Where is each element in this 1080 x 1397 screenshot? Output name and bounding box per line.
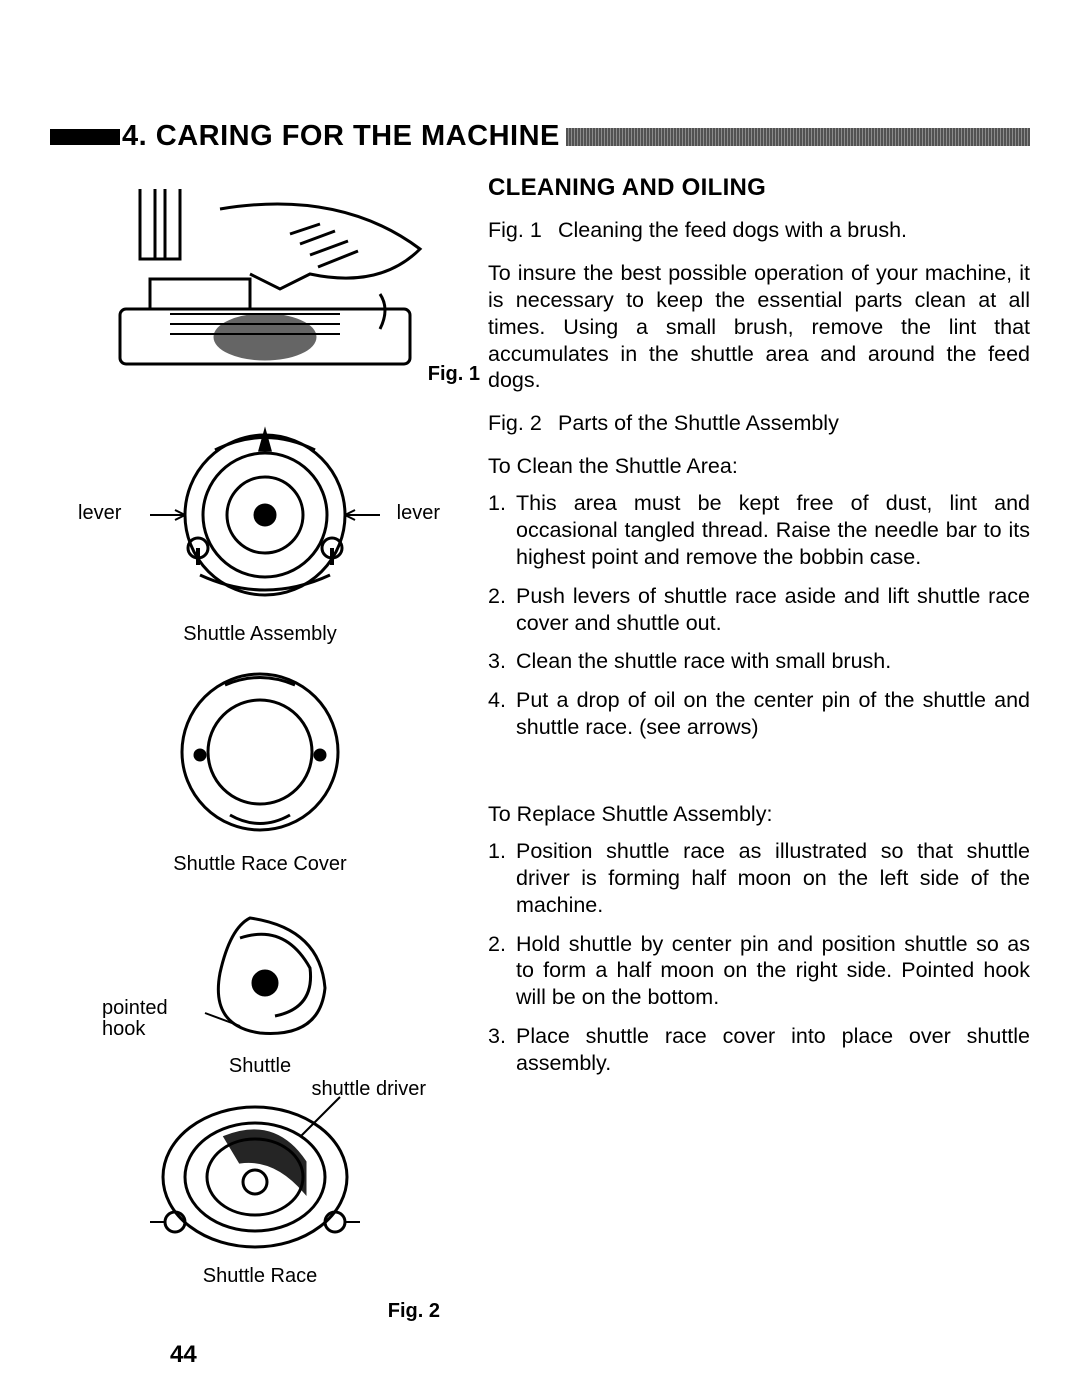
clean-step-4: 4.Put a drop of oil on the center pin of… [488,687,1030,741]
chapter-title-text: CARING FOR THE MACHINE [156,120,560,152]
fig1-caption-label: Fig. 1 [488,217,558,244]
shuttle-assembly-label: Shuttle Assembly [183,623,336,646]
page-number: 44 [170,1341,197,1369]
fig1-caption: Fig. 1 Cleaning the feed dogs with a bru… [488,217,1030,244]
replace-step-3-text: Place shuttle race cover into place over… [516,1023,1030,1077]
fig2-caption: Fig. 2 Parts of the Shuttle Assembly [488,410,1030,437]
chapter-number: 4. [122,120,147,152]
replace-subheading: To Replace Shuttle Assembly: [488,801,1030,828]
text-column: CLEANING AND OILING Fig. 1 Cleaning the … [488,173,1030,1323]
fig1-svg [80,179,440,389]
replace-step-1-text: Position shuttle race as illustrated so … [516,838,1030,919]
pointed-hook-label: pointed hook [102,998,168,1040]
fig1-number: Fig. 1 [428,363,480,386]
clean-subheading: To Clean the Shuttle Area: [488,453,1030,480]
chapter-header: 4. CARING FOR THE MACHINE [50,120,1030,153]
clean-steps-list: 1.This area must be kept free of dust, l… [488,490,1030,741]
shuttle-assembly-illustration: lever lever [80,420,440,615]
replace-step-2: 2.Hold shuttle by center pin and positio… [488,931,1030,1012]
clean-step-2-text: Push levers of shuttle race aside and li… [516,583,1030,637]
shuttle-illustration: pointed hook [110,898,410,1053]
fig2-number: Fig. 2 [388,1300,440,1323]
shuttle-assembly-svg [80,420,440,610]
page-body: Fig. 1 lever [50,173,1030,1323]
section-heading: CLEANING AND OILING [488,173,1030,203]
clean-step-4-text: Put a drop of oil on the center pin of t… [516,687,1030,741]
header-bar-right [566,128,1030,146]
replace-steps-list: 1.Position shuttle race as illustrated s… [488,838,1030,1077]
clean-step-3: 3.Clean the shuttle race with small brus… [488,648,1030,675]
lever-label-right: lever [397,502,440,525]
fig2-caption-text: Parts of the Shuttle Assembly [558,410,839,437]
fig1-caption-text: Cleaning the feed dogs with a brush. [558,217,907,244]
replace-step-1: 1.Position shuttle race as illustrated s… [488,838,1030,919]
chapter-title: 4. CARING FOR THE MACHINE [122,120,560,153]
shuttle-driver-label: shuttle driver [312,1078,427,1101]
shuttle-race-cover-label: Shuttle Race Cover [173,853,346,876]
shuttle-race-label: Shuttle Race [203,1265,318,1288]
shuttle-race-illustration: shuttle driver [80,1082,440,1257]
fig2-caption-label: Fig. 2 [488,410,558,437]
shuttle-race-cover-illustration [150,660,370,845]
intro-paragraph: To insure the best possible operation of… [488,260,1030,394]
clean-step-1: 1.This area must be kept free of dust, l… [488,490,1030,571]
lever-label-left: lever [78,502,121,525]
replace-step-2-text: Hold shuttle by center pin and position … [516,931,1030,1012]
shuttle-race-svg [80,1082,440,1252]
clean-step-3-text: Clean the shuttle race with small brush. [516,648,891,675]
replace-step-3: 3.Place shuttle race cover into place ov… [488,1023,1030,1077]
header-bar-left [50,129,120,145]
clean-step-2: 2.Push levers of shuttle race aside and … [488,583,1030,637]
illustration-column: Fig. 1 lever [50,173,470,1323]
shuttle-label: Shuttle [229,1055,291,1078]
shuttle-race-cover-svg [150,660,370,840]
clean-step-1-text: This area must be kept free of dust, lin… [516,490,1030,571]
fig1-illustration: Fig. 1 [80,179,440,394]
